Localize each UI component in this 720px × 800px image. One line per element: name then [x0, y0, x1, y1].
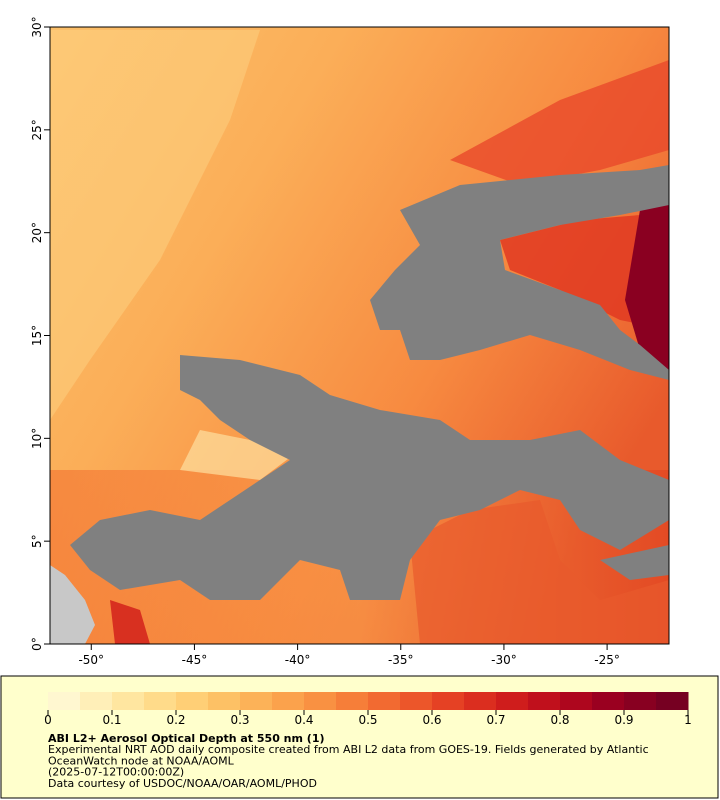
colorbar-segment	[368, 692, 401, 710]
cloud	[70, 355, 669, 600]
caption-line: Experimental NRT AOD daily composite cre…	[48, 743, 649, 756]
colorbar-segment	[48, 692, 81, 710]
colorbar-tick-label: 0	[44, 713, 52, 727]
colorbar-segment	[464, 692, 497, 710]
colorbar-segment	[208, 692, 241, 710]
x-tick-label: -50°	[78, 653, 104, 667]
colorbar-tick-label: 0.8	[550, 713, 569, 727]
colorbar-segment	[272, 692, 305, 710]
aod-field	[410, 500, 669, 644]
x-tick-label: -35°	[388, 653, 414, 667]
colorbar-tick-label: 0.3	[230, 713, 249, 727]
colorbar-segment	[240, 692, 273, 710]
x-tick-label: -40°	[285, 653, 311, 667]
x-tick-label: -45°	[182, 653, 208, 667]
aod-field	[450, 60, 669, 185]
y-tick-label: 0°	[30, 637, 44, 651]
aod-field	[110, 600, 150, 644]
colorbar-segment	[592, 692, 625, 710]
y-tick-label: 25°	[30, 119, 44, 140]
colorbar-tick-label: 0.9	[614, 713, 633, 727]
cloud	[600, 545, 669, 580]
colorbar-segment	[112, 692, 145, 710]
colorbar-segment	[336, 692, 369, 710]
colorbar-tick-label: 0.6	[422, 713, 441, 727]
y-tick-label: 20°	[30, 222, 44, 243]
colorbar-segment	[656, 692, 689, 710]
caption-line: Data courtesy of USDOC/NOAA/OAR/AOML/PHO…	[48, 777, 317, 790]
colorbar-segment	[624, 692, 657, 710]
x-tick-label: -25°	[594, 653, 620, 667]
y-tick-label: 10°	[30, 428, 44, 449]
caption-title: ABI L2+ Aerosol Optical Depth at 550 nm …	[48, 732, 325, 745]
aod-field	[50, 30, 260, 420]
y-tick-label: 15°	[30, 325, 44, 346]
colorbar-segment	[304, 692, 337, 710]
colorbar-tick-label: 1	[684, 713, 692, 727]
aod-field	[180, 430, 300, 480]
colorbar-tick-label: 0.1	[102, 713, 121, 727]
colorbar-segment	[400, 692, 433, 710]
colorbar-segment	[80, 692, 113, 710]
colorbar-segment	[432, 692, 465, 710]
land	[50, 565, 95, 644]
cloud-mask	[70, 165, 669, 600]
y-tick-label: 30°	[30, 16, 44, 37]
colorbar-segment	[176, 692, 209, 710]
aod-field	[625, 200, 669, 370]
colorbar-tick-label: 0.2	[166, 713, 185, 727]
colorbar-tick-label: 0.7	[486, 713, 505, 727]
map-field	[50, 27, 669, 644]
y-tick-label: 5°	[30, 534, 44, 548]
colorbar-tick-label: 0.5	[358, 713, 377, 727]
cloud	[370, 165, 669, 380]
caption-line: (2025-07-12T00:00:00Z)	[48, 766, 184, 779]
colorbar-segment	[496, 692, 529, 710]
x-tick-label: -30°	[491, 653, 517, 667]
caption-line: OceanWatch node at NOAA/AOML	[48, 754, 235, 767]
colorbar-segment	[144, 692, 177, 710]
colorbar-tick-label: 0.4	[294, 713, 313, 727]
colorbar-segment	[560, 692, 593, 710]
colorbar-segment	[528, 692, 561, 710]
